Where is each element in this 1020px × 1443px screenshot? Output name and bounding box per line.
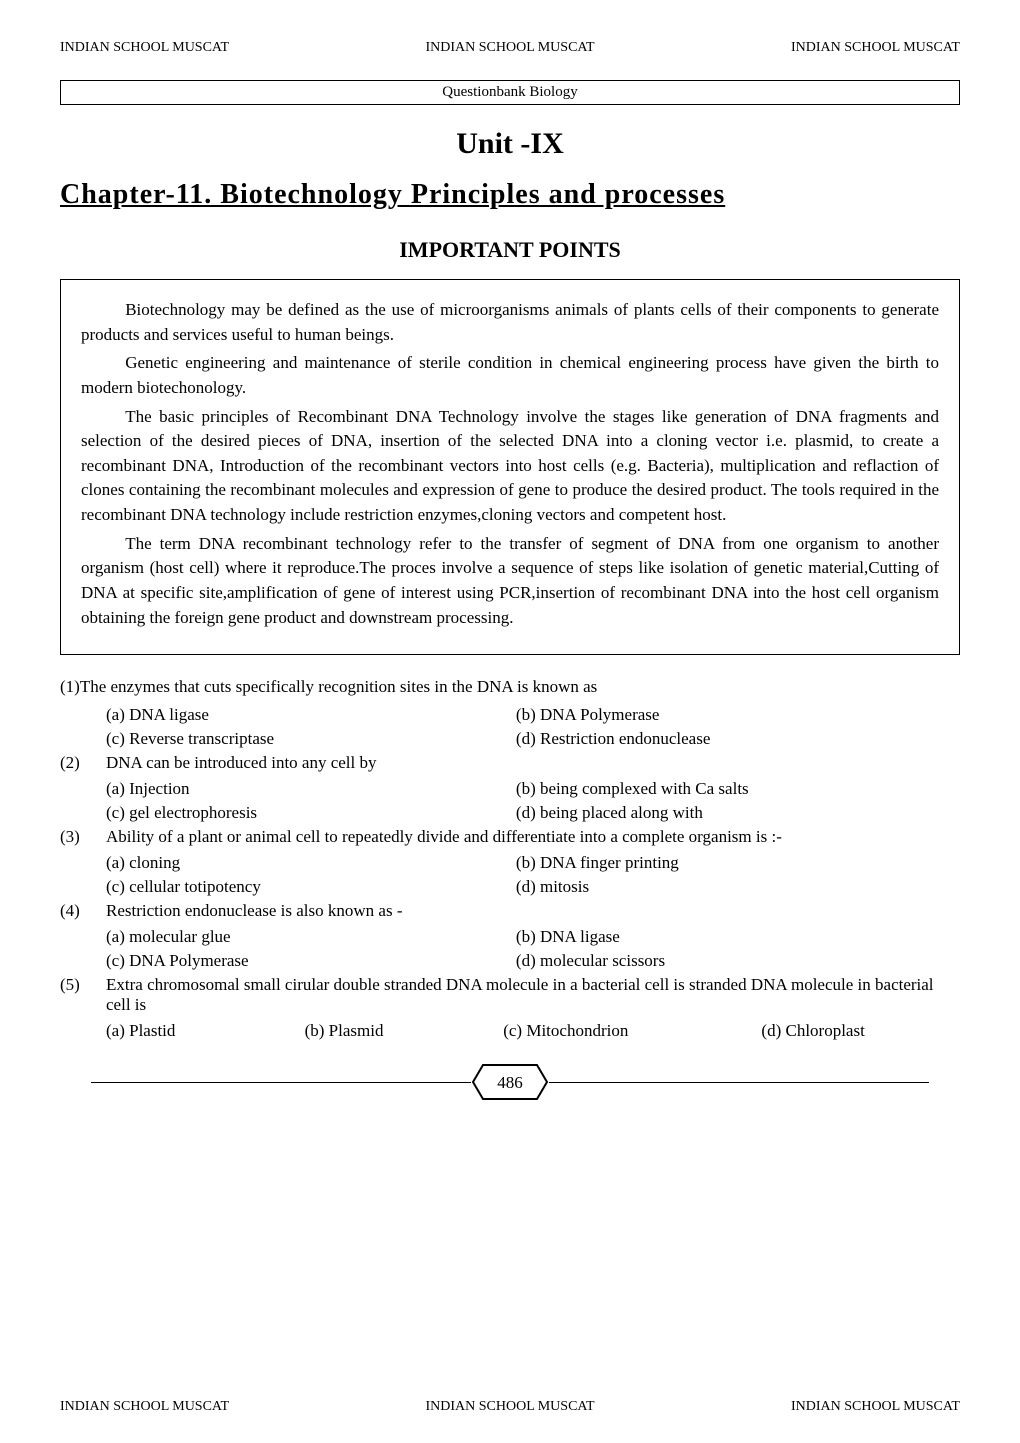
q2-options-row1: (a) Injection (b) being complexed with C… <box>106 779 960 799</box>
q5-option-a: (a) Plastid <box>106 1021 305 1041</box>
page-number: 486 <box>497 1073 523 1092</box>
q5-option-b: (b) Plasmid <box>305 1021 504 1041</box>
intro-para-4: The term DNA recombinant technology refe… <box>81 532 939 631</box>
q5-option-c: (c) Mitochondrion <box>503 1021 761 1041</box>
questionbank-label: Questionbank Biology <box>442 84 577 100</box>
q4-number: (4) <box>60 901 106 921</box>
q2-option-b: (b) being complexed with Ca salts <box>516 779 960 799</box>
q3-option-a: (a) cloning <box>106 853 516 873</box>
q3-stem: Ability of a plant or animal cell to rep… <box>106 827 960 847</box>
footer-left: INDIAN SCHOOL MUSCAT <box>60 1399 229 1415</box>
q3-row: (3) Ability of a plant or animal cell to… <box>60 827 960 847</box>
q2-options-row2: (c) gel electrophoresis (d) being placed… <box>106 803 960 823</box>
q1-option-d: (d) Restriction endonuclease <box>516 729 960 749</box>
q1-stem: (1)The enzymes that cuts specifically re… <box>60 677 960 697</box>
header-center: INDIAN SCHOOL MUSCAT <box>425 40 594 56</box>
q3-options-row2: (c) cellular totipotency (d) mitosis <box>106 877 960 897</box>
q5-stem: Extra chromosomal small cirular double s… <box>106 975 960 1015</box>
chapter-title: Chapter-11. Biotechnology Principles and… <box>60 179 960 211</box>
q4-option-c: (c) DNA Polymerase <box>106 951 516 971</box>
q3-option-d: (d) mitosis <box>516 877 960 897</box>
footer-right: INDIAN SCHOOL MUSCAT <box>791 1399 960 1415</box>
q2-row: (2) DNA can be introduced into any cell … <box>60 753 960 773</box>
q5-number: (5) <box>60 975 106 1015</box>
q2-stem: DNA can be introduced into any cell by <box>106 753 960 773</box>
q1-options-row1: (a) DNA ligase (b) DNA Polymerase <box>106 705 960 725</box>
q4-options-row2: (c) DNA Polymerase (d) molecular scissor… <box>106 951 960 971</box>
q4-option-a: (a) molecular glue <box>106 927 516 947</box>
q4-row: (4) Restriction endonuclease is also kno… <box>60 901 960 921</box>
divider-right <box>549 1082 929 1083</box>
q4-option-b: (b) DNA ligase <box>516 927 960 947</box>
intro-box: Biotechnology may be defined as the use … <box>60 279 960 655</box>
questionbank-label-box: Questionbank Biology <box>60 80 960 105</box>
q3-option-b: (b) DNA finger printing <box>516 853 960 873</box>
q3-options-row1: (a) cloning (b) DNA finger printing <box>106 853 960 873</box>
q3-number: (3) <box>60 827 106 847</box>
header-right: INDIAN SCHOOL MUSCAT <box>791 40 960 56</box>
intro-para-3: The basic principles of Recombinant DNA … <box>81 405 939 528</box>
q3-option-c: (c) cellular totipotency <box>106 877 516 897</box>
q4-option-d: (d) molecular scissors <box>516 951 960 971</box>
intro-para-2: Genetic engineering and maintenance of s… <box>81 351 939 400</box>
q5-option-d: (d) Chloroplast <box>761 1021 960 1041</box>
q4-options-row1: (a) molecular glue (b) DNA ligase <box>106 927 960 947</box>
q4-stem: Restriction endonuclease is also known a… <box>106 901 960 921</box>
q1-option-b: (b) DNA Polymerase <box>516 705 960 725</box>
important-points-heading: IMPORTANT POINTS <box>60 237 960 263</box>
unit-title: Unit -IX <box>60 127 960 161</box>
hexagon-icon: 486 <box>471 1063 549 1101</box>
header-left: INDIAN SCHOOL MUSCAT <box>60 40 229 56</box>
q1-option-a: (a) DNA ligase <box>106 705 516 725</box>
page-number-badge: 486 <box>471 1063 549 1101</box>
intro-para-1: Biotechnology may be defined as the use … <box>81 298 939 347</box>
q5-row: (5) Extra chromosomal small cirular doub… <box>60 975 960 1015</box>
q1-option-c: (c) Reverse transcriptase <box>106 729 516 749</box>
q1-options-row2: (c) Reverse transcriptase (d) Restrictio… <box>106 729 960 749</box>
footer-center: INDIAN SCHOOL MUSCAT <box>425 1399 594 1415</box>
q5-options-row: (a) Plastid (b) Plasmid (c) Mitochondrio… <box>106 1021 960 1041</box>
q2-number: (2) <box>60 753 106 773</box>
running-footer: INDIAN SCHOOL MUSCAT INDIAN SCHOOL MUSCA… <box>60 1399 960 1415</box>
q2-option-d: (d) being placed along with <box>516 803 960 823</box>
q2-option-a: (a) Injection <box>106 779 516 799</box>
running-header: INDIAN SCHOOL MUSCAT INDIAN SCHOOL MUSCA… <box>60 40 960 56</box>
divider-left <box>91 1082 471 1083</box>
q2-option-c: (c) gel electrophoresis <box>106 803 516 823</box>
